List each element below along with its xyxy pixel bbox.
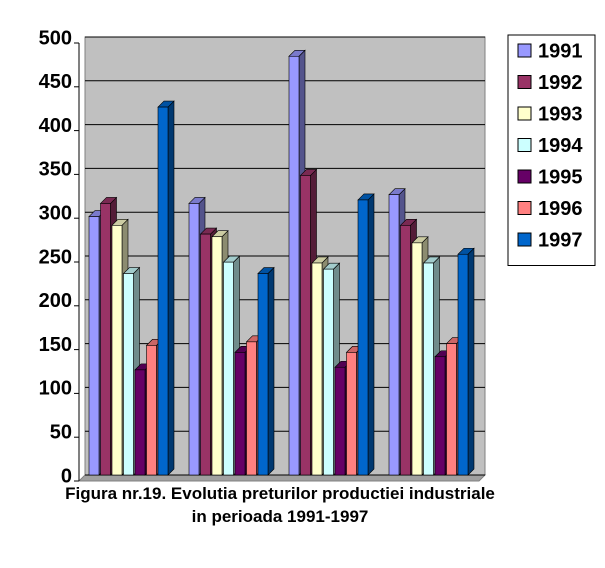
y-tick-label: 350 <box>39 159 72 181</box>
chart-title: Figura nr.19. Evolutia preturilor produc… <box>65 484 495 526</box>
y-tick-label: 50 <box>50 421 72 443</box>
y-tick-label: 200 <box>39 290 72 312</box>
bar <box>234 352 246 476</box>
bar <box>346 352 357 476</box>
legend-label: 1992 <box>538 72 583 94</box>
legend-swatch <box>517 169 532 184</box>
bar <box>146 345 157 476</box>
bar <box>200 233 211 476</box>
legend-label: 1994 <box>538 135 583 157</box>
bar <box>288 55 300 476</box>
bar <box>323 268 334 476</box>
bar-side <box>467 247 475 476</box>
y-tick-label: 250 <box>39 246 72 268</box>
y-tick-label: 500 <box>39 27 72 49</box>
legend-swatch <box>517 201 532 215</box>
y-tick-label: 0 <box>61 465 72 487</box>
bar <box>357 199 369 476</box>
legend-label: 1997 <box>538 229 583 251</box>
bar <box>434 356 446 476</box>
y-tick-label: 450 <box>39 71 72 93</box>
legend-swatch <box>517 232 532 247</box>
bar <box>223 261 234 476</box>
bar-side <box>367 193 375 476</box>
bar <box>411 242 423 476</box>
legend-swatch <box>517 75 532 89</box>
legend-swatch <box>517 43 532 58</box>
bar <box>388 194 400 476</box>
bar <box>111 225 123 476</box>
bar-side <box>267 266 275 476</box>
plot-floor <box>77 474 487 482</box>
bar <box>88 216 100 476</box>
bar <box>134 369 146 476</box>
bar <box>211 236 223 476</box>
bar <box>157 106 169 476</box>
y-tick-label: 400 <box>39 115 72 137</box>
y-tick-label: 100 <box>39 378 72 400</box>
bar <box>457 253 469 476</box>
bar <box>123 273 134 476</box>
bar <box>188 203 200 476</box>
bar <box>446 343 457 476</box>
bar <box>311 262 323 476</box>
legend-swatch <box>517 138 532 152</box>
legend-label: 1993 <box>538 103 583 125</box>
bar <box>257 273 269 476</box>
bar <box>400 225 411 476</box>
bar <box>334 366 346 476</box>
legend-label: 1991 <box>538 40 583 62</box>
legend-label: 1995 <box>538 166 583 188</box>
bar <box>423 262 434 476</box>
bar-side <box>167 100 175 476</box>
bar <box>100 203 111 476</box>
y-tick-label: 300 <box>39 202 72 224</box>
y-tick-label: 150 <box>39 334 72 356</box>
bar <box>246 341 257 476</box>
legend-label: 1996 <box>538 198 583 220</box>
bar <box>300 175 311 476</box>
legend-swatch <box>517 106 532 121</box>
